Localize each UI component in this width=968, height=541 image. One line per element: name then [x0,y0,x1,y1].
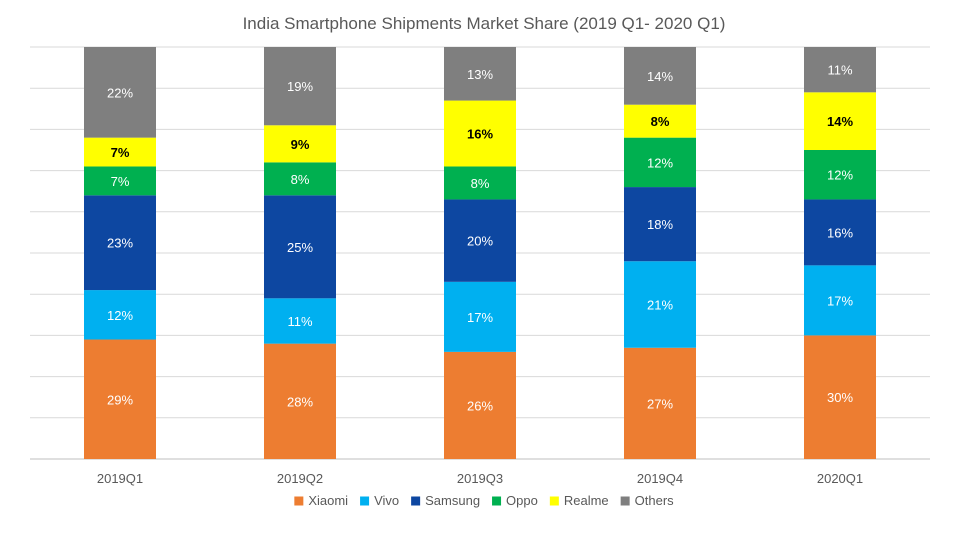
legend-swatch-vivo [360,496,370,506]
data-label-oppo-2019q1: 7% [111,174,130,189]
data-label-vivo-2020q1: 17% [827,293,853,308]
bar-vivo-2019q3 [444,281,516,352]
x-tick-label-2020q1: 2020Q1 [817,471,863,486]
data-label-realme-2019q3: 16% [467,127,493,142]
legend-label-xiaomi: Xiaomi [308,493,348,508]
data-labels: 29% 12% 23% 7% 7% 22% 28% 11% 25% 8% 9% 19% 26% 17% 20… [107,63,853,414]
legend-label-realme: Realme [564,493,609,508]
data-label-others-2020q1: 11% [827,63,852,78]
legend-item-vivo: Vivo [360,493,399,508]
legend-label-vivo: Vivo [374,493,399,508]
bars [84,47,876,459]
legend-swatch-others [620,496,630,506]
bar-samsung-2019q2 [264,195,336,299]
data-label-samsung-2019q4: 18% [647,217,673,232]
data-label-xiaomi-2019q2: 28% [287,394,313,409]
bar-vivo-2019q4 [624,261,696,348]
data-label-vivo-2019q2: 11% [287,314,312,329]
data-label-xiaomi-2019q1: 29% [107,392,133,407]
data-label-samsung-2020q1: 16% [827,225,853,240]
data-label-realme-2019q4: 8% [651,114,670,129]
bar-xiaomi-2019q3 [444,351,516,459]
bar-others-2019q3 [444,47,516,101]
data-label-oppo-2019q3: 8% [471,176,490,191]
bar-xiaomi-2020q1 [804,335,876,459]
legend-label-samsung: Samsung [425,493,480,508]
bar-realme-2020q1 [804,92,876,150]
data-label-others-2019q4: 14% [647,69,673,84]
data-label-xiaomi-2019q4: 27% [647,396,673,411]
x-axis: 2019Q1 2019Q2 2019Q3 2019Q4 2020Q1 [97,471,863,486]
data-label-oppo-2020q1: 12% [827,168,853,183]
legend-swatch-xiaomi [294,496,304,506]
data-label-xiaomi-2019q3: 26% [467,398,493,413]
data-label-realme-2020q1: 14% [827,114,853,129]
legend-swatch-realme [549,496,559,506]
legend: Xiaomi Vivo Samsung Oppo Realme Others [294,493,674,508]
legend-item-samsung: Samsung [411,493,480,508]
data-label-xiaomi-2020q1: 30% [827,390,853,405]
bar-oppo-2019q4 [624,137,696,188]
x-tick-label-2019q1: 2019Q1 [97,471,143,486]
data-label-others-2019q2: 19% [287,79,313,94]
x-tick-label-2019q2: 2019Q2 [277,471,323,486]
bar-oppo-2019q1 [84,166,156,196]
bar-realme-2019q1 [84,137,156,167]
data-label-oppo-2019q2: 8% [291,172,310,187]
bar-xiaomi-2019q4 [624,347,696,459]
data-label-vivo-2019q3: 17% [467,310,493,325]
legend-item-others: Others [620,493,675,508]
legend-swatch-oppo [492,496,502,506]
data-label-realme-2019q1: 7% [111,145,130,160]
chart-title: India Smartphone Shipments Market Share … [242,14,726,33]
legend-label-oppo: Oppo [506,493,538,508]
bar-others-2019q1 [84,47,156,138]
x-tick-label-2019q3: 2019Q3 [457,471,503,486]
legend-item-realme: Realme [549,493,609,508]
legend-label-others: Others [635,493,675,508]
data-label-vivo-2019q4: 21% [647,298,673,313]
data-label-samsung-2019q3: 20% [467,234,493,249]
bar-realme-2019q2 [264,125,336,163]
bar-others-2019q4 [624,47,696,105]
bar-others-2019q2 [264,47,336,126]
data-label-samsung-2019q1: 23% [107,236,133,251]
bar-samsung-2019q1 [84,195,156,291]
data-label-others-2019q3: 13% [467,67,493,82]
bar-samsung-2019q3 [444,199,516,282]
legend-item-oppo: Oppo [492,493,538,508]
bar-oppo-2019q2 [264,162,336,196]
bar-oppo-2019q3 [444,166,516,200]
data-label-oppo-2019q4: 12% [647,155,673,170]
bar-samsung-2020q1 [804,199,876,266]
bar-realme-2019q3 [444,100,516,167]
bar-vivo-2020q1 [804,265,876,336]
bar-others-2020q1 [804,47,876,93]
legend-item-xiaomi: Xiaomi [294,493,348,508]
x-tick-label-2019q4: 2019Q4 [637,471,683,486]
data-label-samsung-2019q2: 25% [287,240,313,255]
data-label-others-2019q1: 22% [107,85,133,100]
bar-vivo-2019q2 [264,298,336,344]
bar-xiaomi-2019q2 [264,343,336,459]
bar-samsung-2019q4 [624,187,696,262]
legend-swatch-samsung [411,496,421,506]
bar-xiaomi-2019q1 [84,339,156,459]
bar-realme-2019q4 [624,104,696,138]
data-label-vivo-2019q1: 12% [107,308,133,323]
bar-oppo-2020q1 [804,150,876,200]
bar-vivo-2019q1 [84,290,156,340]
data-label-realme-2019q2: 9% [291,137,310,152]
